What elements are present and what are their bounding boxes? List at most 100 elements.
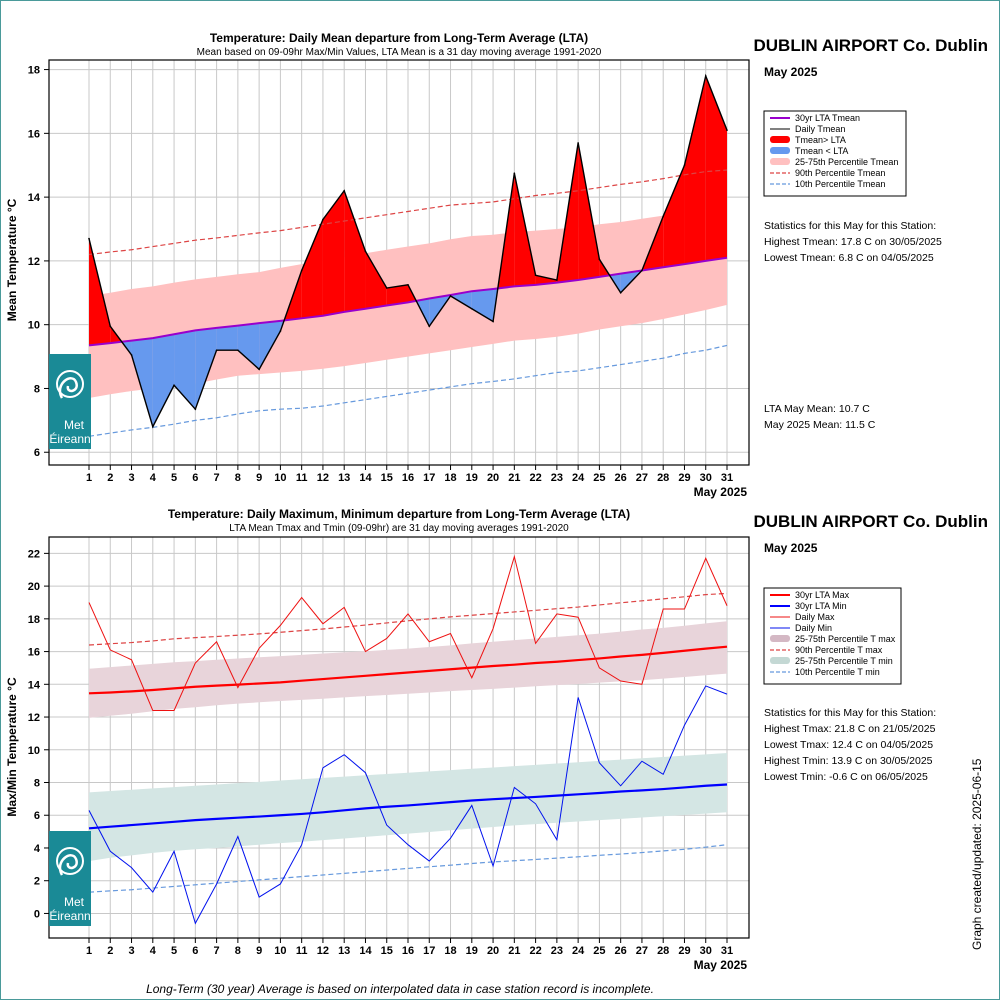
statistics-line: Lowest Tmin: -0.6 C on 06/05/2025 bbox=[764, 771, 928, 783]
legend-entry: 10th Percentile T min bbox=[770, 667, 880, 677]
daily-tmean-point bbox=[237, 349, 239, 351]
legend-label: 30yr LTA Min bbox=[795, 601, 847, 611]
daily-tmean-point bbox=[556, 279, 558, 281]
logo-swirl-icon bbox=[56, 847, 84, 875]
p10-tmin-line bbox=[88, 844, 728, 893]
chart-title: Temperature: Daily Maximum, Minimum depa… bbox=[168, 507, 630, 521]
fill-below-lta bbox=[195, 327, 217, 410]
fill-below-lta bbox=[174, 330, 196, 410]
x-axis-label: May 2025 bbox=[694, 958, 748, 972]
legend-entry: Tmean < LTA bbox=[770, 146, 848, 156]
station-name: DUBLIN AIRPORT Co. Dublin bbox=[753, 36, 988, 55]
statistics-line: Statistics for this May for this Station… bbox=[764, 707, 936, 719]
daily-tmean-point bbox=[258, 368, 260, 371]
x-tick-label: 30 bbox=[700, 945, 712, 957]
legend-entry: 30yr LTA Tmean bbox=[770, 113, 860, 123]
logo-swirl-path bbox=[58, 377, 78, 399]
logo-text-eireann: Éireann bbox=[49, 431, 90, 446]
legend-swatch bbox=[770, 136, 790, 143]
y-tick-label: 20 bbox=[28, 581, 40, 593]
x-tick-label: 7 bbox=[214, 472, 220, 484]
x-tick-label: 15 bbox=[381, 472, 393, 484]
y-tick-label: 16 bbox=[28, 647, 40, 659]
legend-entry: 90th Percentile T max bbox=[770, 645, 883, 655]
x-tick-label: 18 bbox=[444, 945, 456, 957]
x-tick-label: 25 bbox=[593, 945, 605, 957]
fill-below-lta bbox=[450, 291, 472, 309]
daily-tmean-point bbox=[173, 384, 175, 387]
legend-label: 25-75th Percentile T min bbox=[795, 656, 893, 666]
lta-tmean-line bbox=[88, 256, 728, 347]
y-tick-label: 6 bbox=[34, 447, 40, 459]
lta-statistics-line: LTA May Mean: 10.7 C bbox=[764, 403, 870, 415]
legend-label: Tmean> LTA bbox=[795, 135, 846, 145]
x-tick-label: 22 bbox=[529, 472, 541, 484]
footer-note: Long-Term (30 year) Average is based on … bbox=[146, 982, 654, 996]
plot-border bbox=[48, 59, 750, 466]
daily-tmean-point bbox=[385, 287, 388, 289]
daily-tmean-point bbox=[683, 164, 686, 167]
daily-max-line bbox=[88, 554, 728, 711]
x-tick-label: 2 bbox=[107, 472, 113, 484]
y-tick-label: 8 bbox=[34, 383, 40, 395]
legend-entry: 90th Percentile Tmean bbox=[770, 168, 885, 178]
x-tick-label: 29 bbox=[678, 472, 690, 484]
daily-tmean-point bbox=[492, 320, 494, 323]
x-tick-label: 20 bbox=[487, 945, 499, 957]
daily-tmean-point bbox=[407, 284, 409, 286]
daily-tmean-point bbox=[343, 189, 346, 192]
x-tick-label: 29 bbox=[678, 945, 690, 957]
x-tick-label: 27 bbox=[636, 472, 648, 484]
daily-tmean-point bbox=[152, 425, 154, 428]
x-tick-label: 1 bbox=[86, 945, 92, 957]
daily-tmean-point bbox=[726, 129, 728, 131]
chart-subtitle: LTA Mean Tmax and Tmin (09-09hr) are 31 … bbox=[229, 523, 569, 534]
logo-text-met: Met bbox=[64, 418, 85, 432]
fill-below-lta bbox=[216, 325, 238, 351]
y-tick-label: 12 bbox=[28, 256, 40, 268]
x-tick-label: 24 bbox=[572, 945, 585, 957]
x-tick-label: 3 bbox=[128, 472, 134, 484]
x-tick-label: 12 bbox=[317, 472, 329, 484]
mean-temperature-chart: Temperature: Daily Mean departure from L… bbox=[5, 31, 988, 499]
x-tick-label: 11 bbox=[296, 472, 308, 484]
fill-below-lta bbox=[471, 288, 494, 322]
legend-label: 30yr LTA Max bbox=[795, 590, 850, 600]
daily-tmean-point bbox=[471, 307, 473, 310]
y-tick-label: 18 bbox=[28, 65, 40, 77]
x-tick-label: 16 bbox=[402, 472, 414, 484]
fill-above-lta bbox=[705, 75, 727, 261]
x-tick-label: 18 bbox=[444, 472, 456, 484]
x-tick-label: 2 bbox=[107, 945, 113, 957]
fill-below-lta bbox=[237, 323, 260, 370]
legend-swatch bbox=[770, 635, 790, 642]
y-tick-label: 14 bbox=[28, 192, 41, 204]
x-tick-label: 4 bbox=[150, 472, 157, 484]
legend-label: 25-75th Percentile Tmean bbox=[795, 157, 898, 167]
x-tick-label: 10 bbox=[274, 472, 286, 484]
x-tick-label: 31 bbox=[721, 945, 733, 957]
y-tick-label: 14 bbox=[28, 679, 41, 691]
x-tick-label: 28 bbox=[657, 472, 669, 484]
x-tick-label: 8 bbox=[235, 472, 241, 484]
daily-tmean-point bbox=[215, 349, 218, 351]
daily-tmean-point bbox=[704, 75, 707, 77]
y-tick-label: 0 bbox=[34, 908, 40, 920]
daily-tmean-point bbox=[322, 218, 324, 221]
x-tick-label: 1 bbox=[86, 472, 92, 484]
x-tick-label: 26 bbox=[615, 472, 627, 484]
statistics-line: Lowest Tmean: 6.8 C on 04/05/2025 bbox=[764, 252, 934, 264]
y-tick-label: 8 bbox=[34, 778, 40, 790]
legend-label: 90th Percentile T max bbox=[795, 645, 883, 655]
daily-tmean-point bbox=[364, 250, 367, 253]
x-axis-label: May 2025 bbox=[694, 485, 748, 499]
x-tick-label: 27 bbox=[636, 945, 648, 957]
daily-tmean-point bbox=[513, 172, 516, 175]
logo-swirl-icon bbox=[56, 370, 84, 398]
y-axis-label: Max/Min Temperature °C bbox=[5, 677, 19, 817]
y-tick-label: 12 bbox=[28, 712, 40, 724]
x-tick-label: 31 bbox=[721, 472, 733, 484]
p10-tmean-line bbox=[88, 344, 728, 437]
